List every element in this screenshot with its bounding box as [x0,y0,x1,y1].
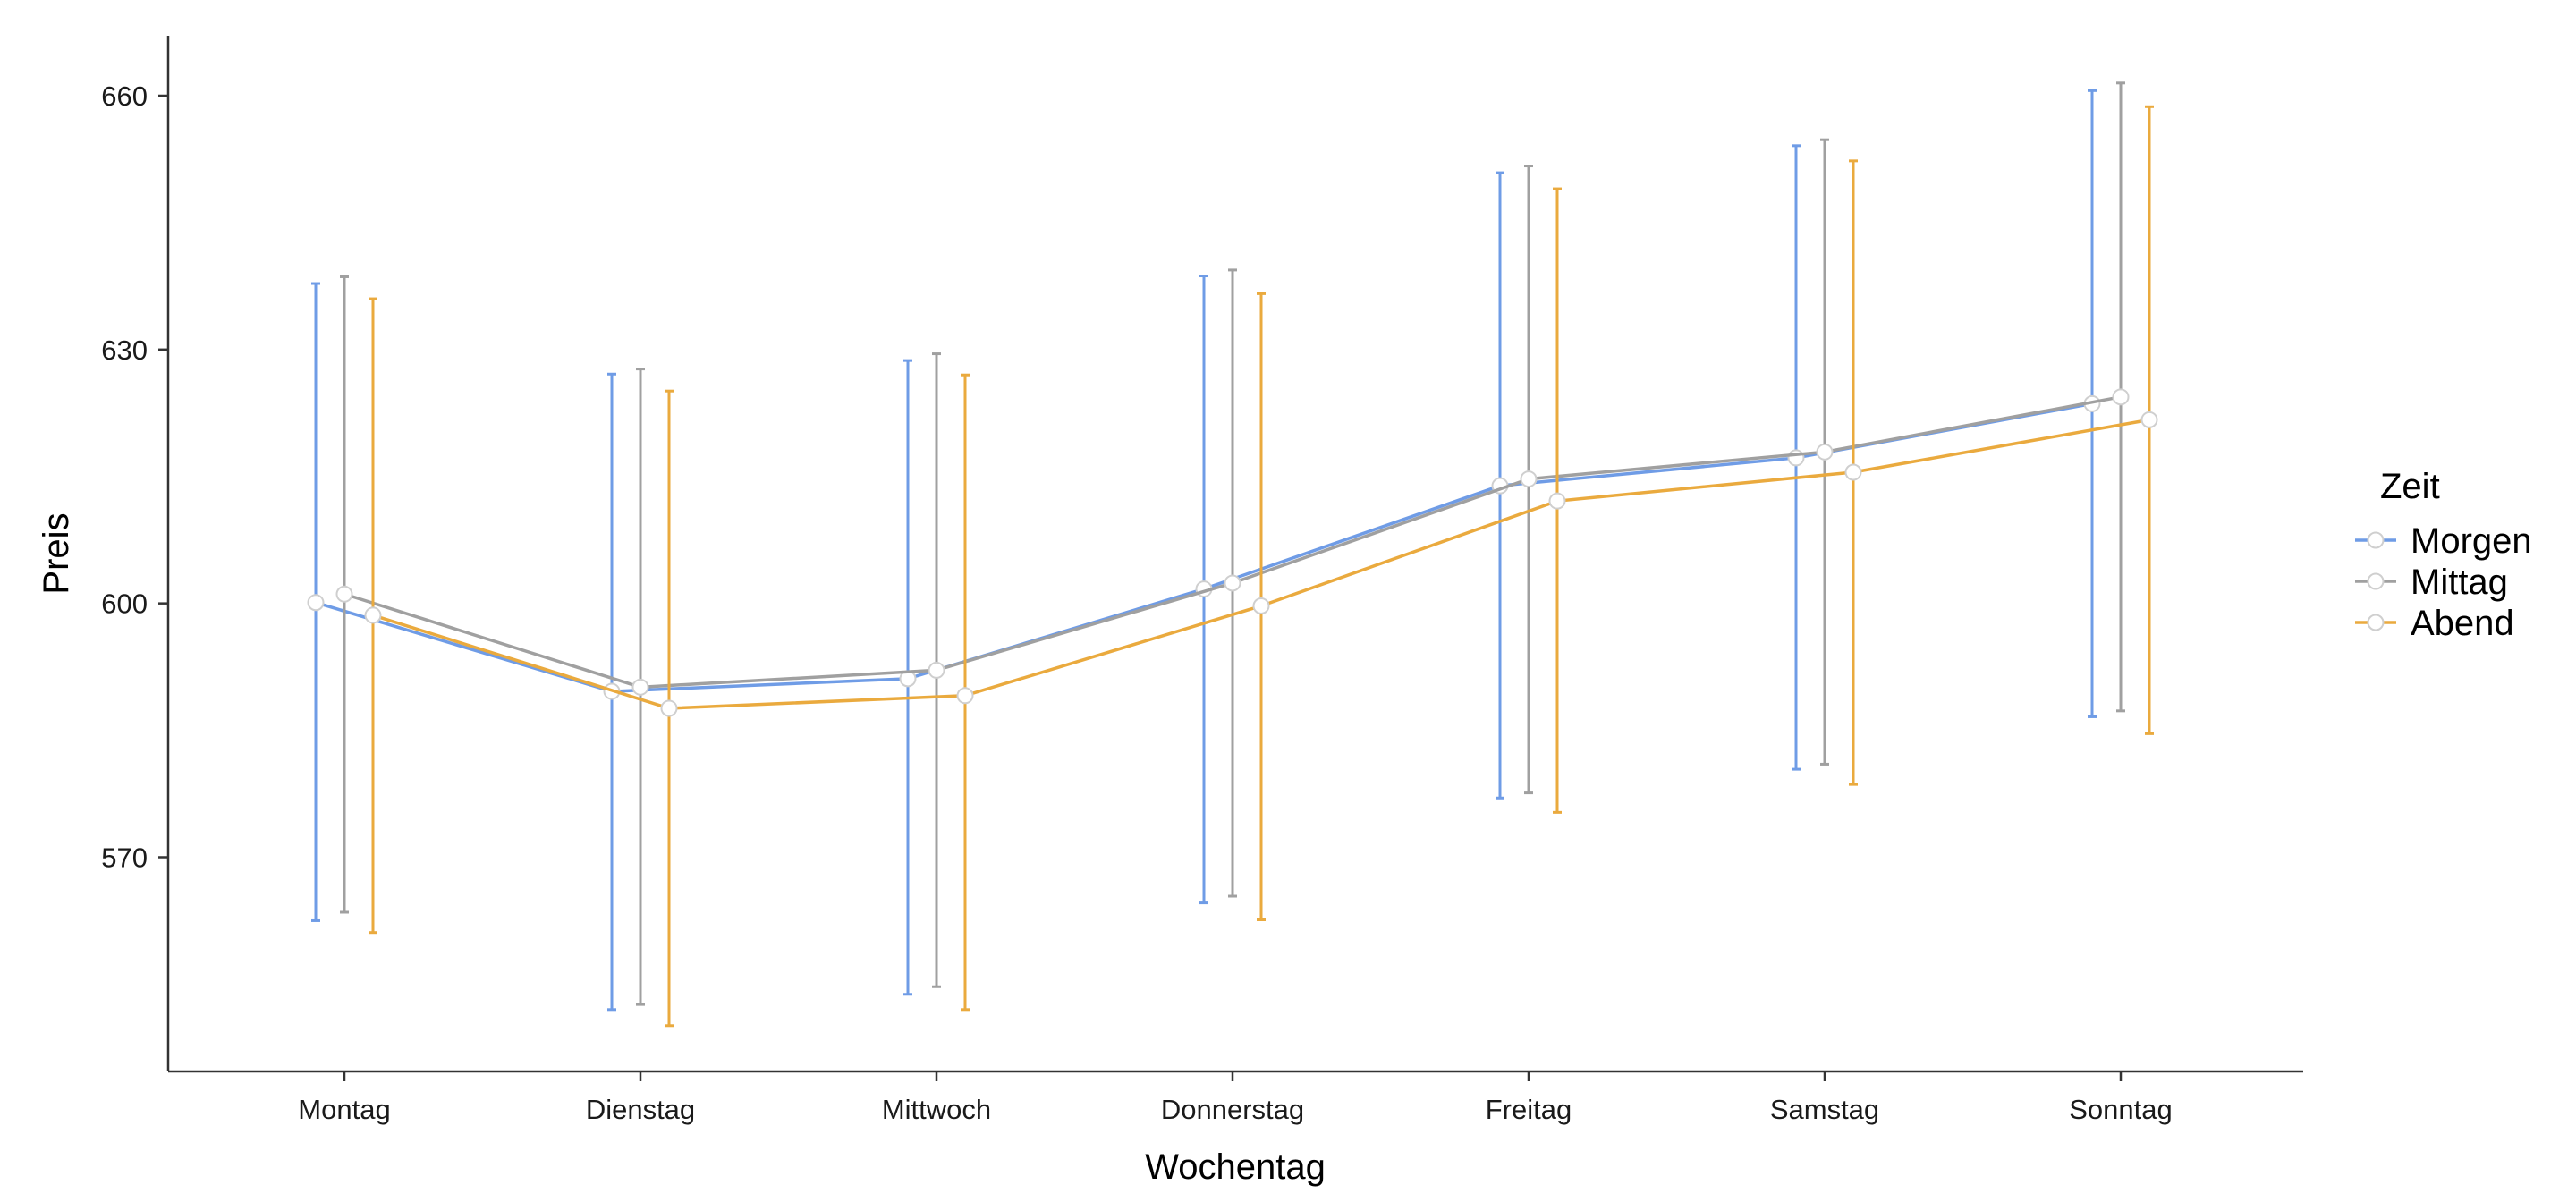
data-point [1252,597,1270,615]
x-tick-label: Dienstag [586,1094,695,1125]
legend-label: Mittag [2411,563,2508,602]
legend-label: Abend [2411,604,2514,643]
series-abend [364,105,2158,1028]
y-tick-label: 570 [101,842,148,874]
y-tick-label: 630 [101,334,148,366]
legend-item-abend: Abend [2355,604,2514,643]
y-tick-label: 660 [101,80,148,112]
ticks: 570 600 630 660 Montag Dienstag Mittwoch Donner… [101,80,2172,1125]
y-axis-title: Preis [37,512,76,594]
data-point [1816,443,1834,461]
data-point [1224,574,1241,592]
y-tick-label: 600 [101,588,148,620]
data-point [660,699,678,717]
x-tick-label: Freitag [1486,1094,1572,1125]
legend-label: Morgen [2411,521,2532,561]
plot-area [307,81,2158,1028]
legend-title: Zeit [2380,467,2440,506]
data-point [928,661,945,679]
data-point [2140,411,2158,428]
data-point [1520,470,1538,488]
data-point [2112,388,2130,406]
data-point [364,606,382,624]
series-morgen [307,89,2101,1012]
data-point [956,687,974,705]
data-point [1844,463,1862,481]
x-tick-label: Donnerstag [1161,1094,1304,1125]
legend-item-mittag: Mittag [2355,563,2508,602]
series-mittag [335,81,2130,1006]
x-axis-title: Wochentag [1145,1147,1326,1187]
legend-key-point [2367,614,2385,631]
data-point [1548,492,1566,510]
data-point [631,678,649,696]
data-point [307,594,325,612]
axes [166,36,2303,1073]
legend-key-point [2367,572,2385,590]
x-tick-label: Montag [298,1094,390,1125]
x-tick-label: Sonntag [2069,1094,2173,1125]
legend-item-morgen: Morgen [2355,521,2532,561]
legend-key-point [2367,531,2385,549]
data-point [335,585,353,603]
x-tick-label: Samstag [1770,1094,1879,1125]
x-tick-label: Mittwoch [882,1094,991,1125]
